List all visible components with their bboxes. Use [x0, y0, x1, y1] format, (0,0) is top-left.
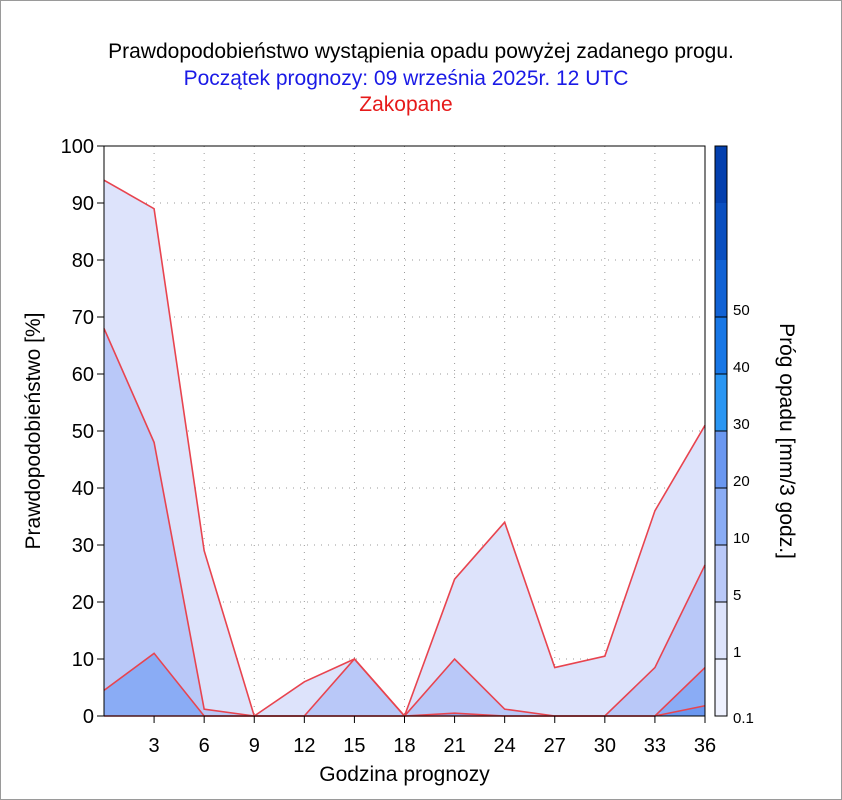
y-axis-label: Prawdopodobieństwo [%] — [22, 313, 45, 550]
y-tick-label: 20 — [72, 592, 94, 614]
y-tick-label: 50 — [72, 421, 94, 443]
colorbar-tick-label: 5 — [733, 587, 741, 604]
colorbar-segment — [715, 146, 727, 203]
x-tick-label: 9 — [249, 735, 260, 757]
colorbar-segment — [715, 260, 727, 317]
x-axis-label: Godzina prognozy — [319, 763, 490, 786]
chart-title: Prawdopodobieństwo wystąpienia opadu pow… — [108, 40, 734, 63]
y-tick-label: 90 — [72, 193, 94, 215]
y-axis-ticks: 0 10 20 30 40 50 60 70 80 90 100 — [61, 136, 104, 728]
x-tick-label: 27 — [544, 735, 566, 757]
area-threshold-5 — [104, 653, 705, 716]
x-tick-label: 33 — [644, 735, 666, 757]
location-label: Zakopane — [359, 93, 453, 116]
y-tick-label: 0 — [83, 706, 94, 728]
forecast-start-subtitle: Początek prognozy: 09 września 2025r. 12… — [183, 67, 629, 90]
y-tick-label: 60 — [72, 364, 94, 386]
x-tick-label: 6 — [199, 735, 210, 757]
colorbar-label: Próg opadu [mm/3 godz.] — [775, 323, 798, 559]
colorbar-tick-label: 10 — [733, 530, 750, 547]
colorbar-segment — [715, 545, 727, 602]
colorbar-segment — [715, 203, 727, 260]
colorbar-tick-label: 0.1 — [733, 710, 754, 727]
colorbar-segment — [715, 659, 727, 716]
x-tick-label: 30 — [594, 735, 616, 757]
x-tick-label: 24 — [494, 735, 516, 757]
y-tick-label: 70 — [72, 307, 94, 329]
colorbar-tick-label: 30 — [733, 416, 750, 433]
x-tick-label: 12 — [293, 735, 315, 757]
colorbar-segment — [715, 431, 727, 488]
colorbar: 0.1 1 5 10 20 30 40 50 — [714, 145, 754, 727]
colorbar-segment — [715, 317, 727, 374]
y-tick-label: 40 — [72, 478, 94, 500]
colorbar-segment — [715, 488, 727, 545]
colorbar-tick-label: 50 — [733, 302, 750, 319]
colorbar-tick-label: 40 — [733, 359, 750, 376]
colorbar-tick-label: 20 — [733, 473, 750, 490]
colorbar-tick-label: 1 — [733, 644, 741, 661]
colorbar-segment — [715, 374, 727, 431]
x-tick-label: 3 — [149, 735, 160, 757]
y-tick-label: 80 — [72, 250, 94, 272]
y-tick-label: 10 — [72, 649, 94, 671]
y-tick-label: 100 — [61, 136, 94, 158]
x-tick-label: 18 — [393, 735, 415, 757]
y-tick-label: 30 — [72, 535, 94, 557]
x-tick-label: 21 — [443, 735, 465, 757]
x-axis-ticks: 3 6 9 12 15 18 21 24 27 30 33 36 — [149, 716, 716, 757]
x-tick-label: 36 — [694, 735, 716, 757]
x-tick-label: 15 — [343, 735, 365, 757]
colorbar-segment — [715, 602, 727, 659]
